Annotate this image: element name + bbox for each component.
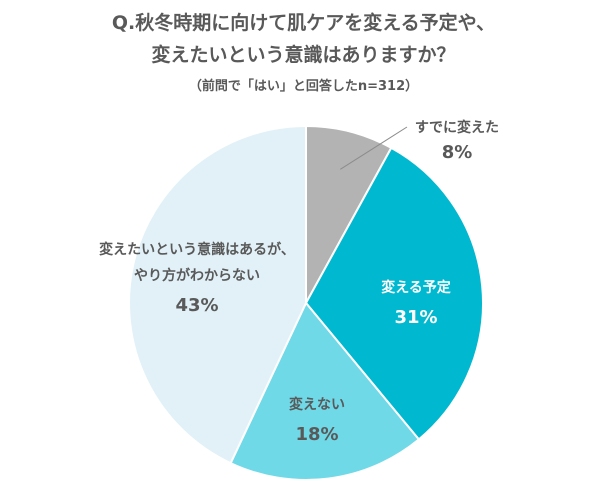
slice-value-3: 18% (295, 424, 338, 445)
slice-label-1: すでに変えた (415, 119, 499, 136)
pie-slice-3 (229, 301, 421, 481)
slice-value-1: 8% (442, 142, 473, 163)
pie-slice-1 (305, 124, 393, 304)
slice-label-4-line-1: 変えたいという意識はあるが、 (99, 241, 295, 258)
chart-title-line-1: Q.秋冬時期に向けて肌ケアを変える予定や、 (111, 12, 496, 34)
leader-line-slice-1 (340, 126, 408, 170)
chart-title-line-2: 変えたいという意識はありますか？ (151, 44, 456, 66)
pie-slice-2 (304, 146, 484, 441)
slice-value-2: 31% (394, 307, 437, 328)
slice-label-2: 変える予定 (381, 279, 451, 296)
chart-subtitle: （前問で「はい」と回答したn=312） (188, 79, 419, 94)
pie-slice-4 (128, 124, 307, 465)
slice-label-4-line-2: やり方がわからない (134, 267, 260, 284)
slice-value-4: 43% (175, 295, 218, 316)
slice-label-3: 変えない (289, 396, 345, 413)
